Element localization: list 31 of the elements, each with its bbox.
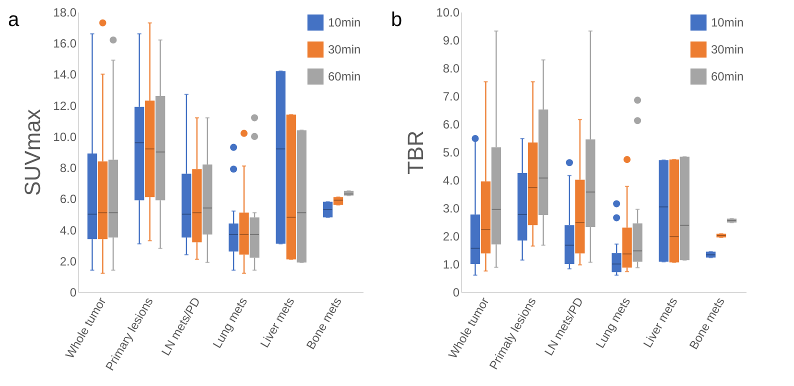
legend-label: 10min: [711, 16, 744, 30]
y-tick-label: 1.0: [442, 258, 460, 272]
y-axis-title: TBR: [403, 130, 428, 174]
y-tick-label: 6.0: [442, 118, 460, 132]
y-tick-label: 7.0: [442, 90, 460, 104]
y-tick-label: 8.0: [60, 161, 77, 176]
legend-label: 30min: [711, 42, 744, 56]
legend-label: 10min: [328, 16, 361, 30]
y-axis-title: SUVmax: [20, 109, 46, 196]
y-tick-label: 4.0: [442, 174, 460, 188]
y-tick-label: 6.0: [60, 192, 77, 206]
y-tick-label: 12.0: [53, 98, 77, 113]
y-tick-label: 0: [70, 286, 77, 300]
legend-label: 60min: [711, 70, 744, 84]
y-tick-label: 2.0: [60, 254, 77, 268]
y-tick-label: 10.0: [53, 130, 77, 144]
chart-title: b: [391, 9, 402, 31]
y-tick-label: 8.0: [442, 62, 460, 76]
y-tick-label: 0: [452, 286, 460, 300]
y-tick-label: 5.0: [442, 146, 460, 160]
legend-label: 60min: [328, 70, 361, 84]
y-tick-label: 16.0: [53, 36, 77, 51]
y-tick-label: 14.0: [53, 68, 77, 82]
chart-title: a: [8, 9, 20, 31]
y-tick-label: 3.0: [442, 202, 460, 216]
y-tick-label: 2.0: [442, 230, 460, 244]
y-tick-label: 9.0: [442, 34, 460, 48]
y-tick-label: 4.0: [60, 223, 77, 238]
y-tick-label: 18.0: [53, 6, 77, 20]
legend-label: 30min: [328, 42, 361, 56]
y-tick-label: 10.0: [436, 6, 460, 20]
